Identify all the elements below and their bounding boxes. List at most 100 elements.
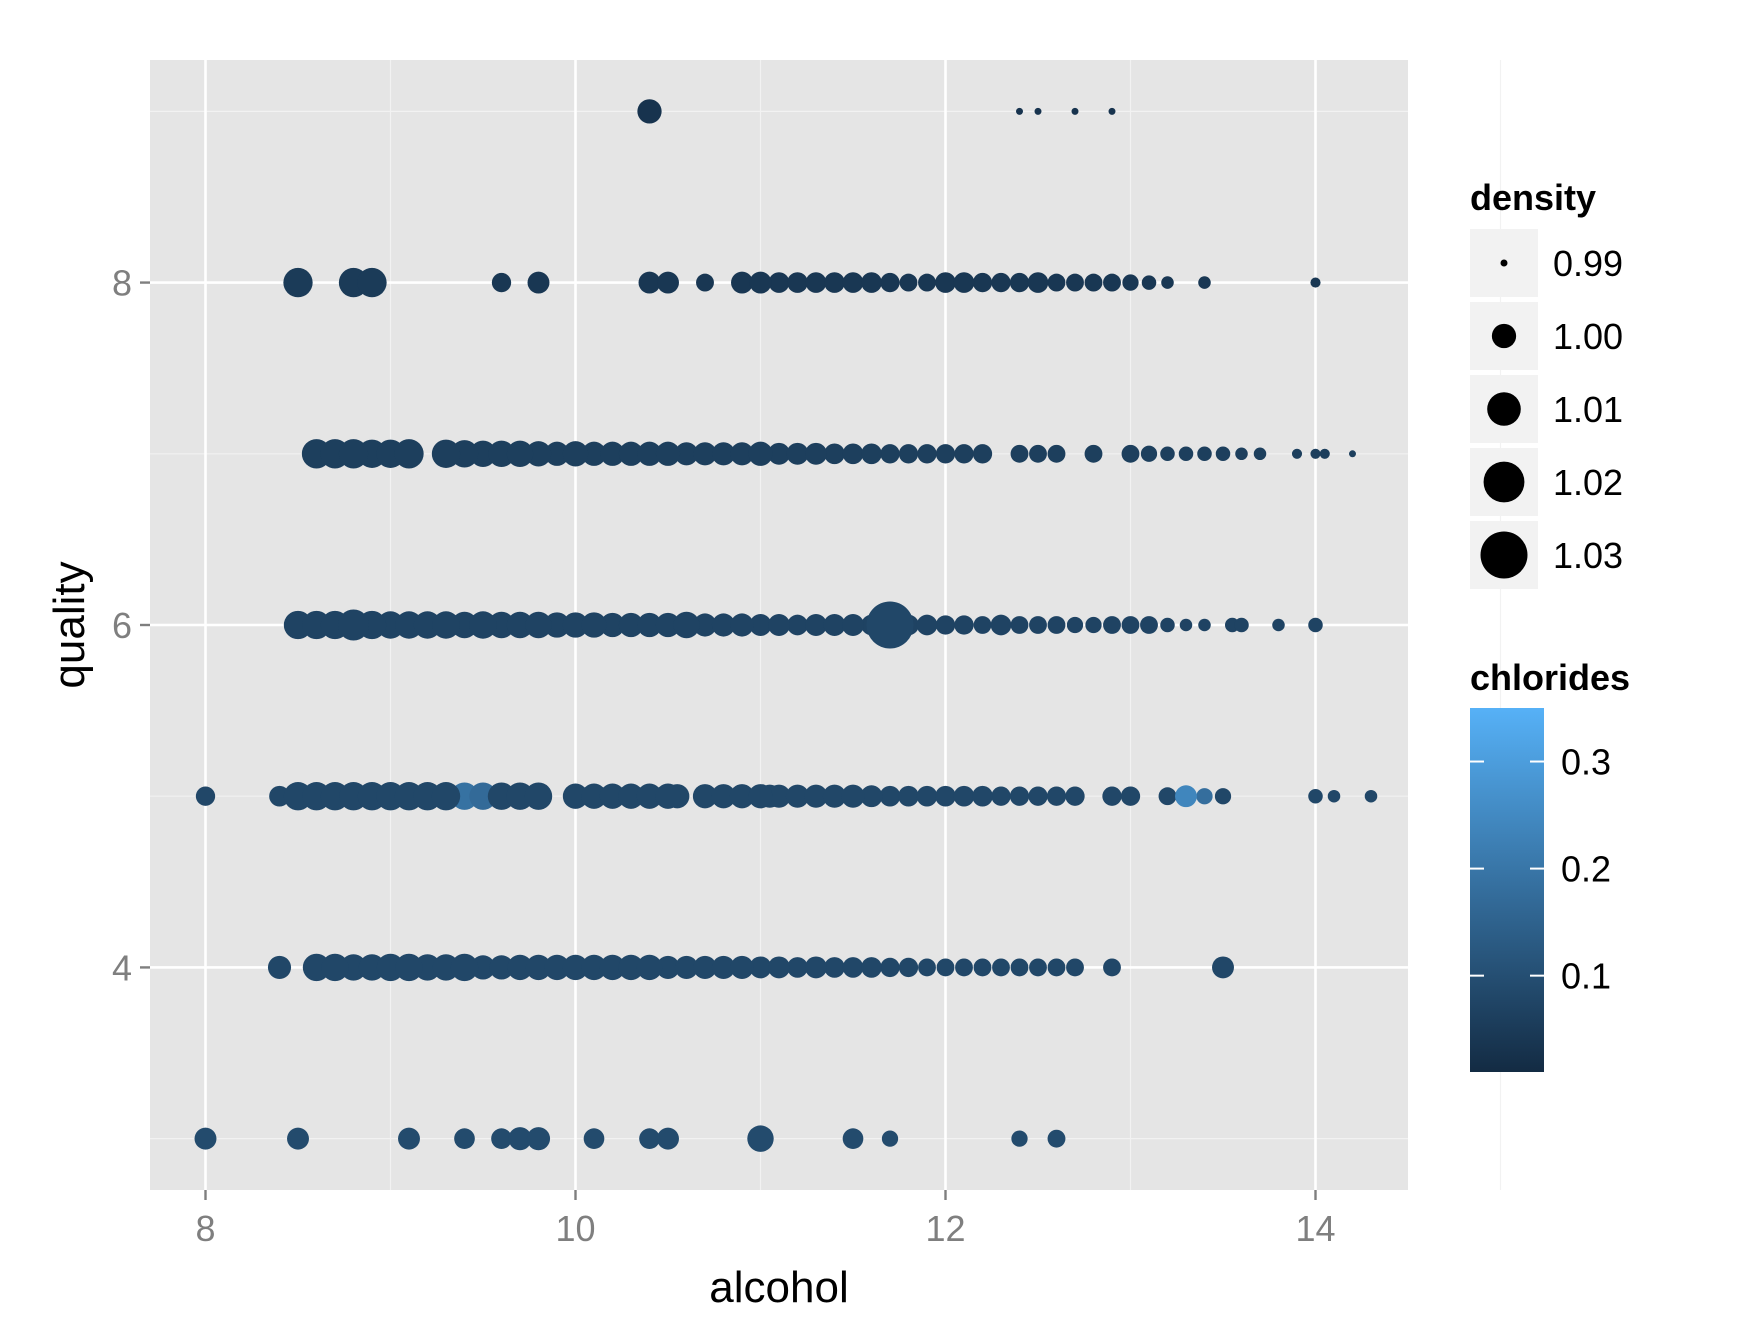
data-point <box>1140 616 1158 634</box>
data-point <box>880 272 900 293</box>
data-point <box>842 614 864 636</box>
data-point <box>1160 446 1175 462</box>
data-point <box>1084 273 1103 292</box>
data-point <box>581 612 607 638</box>
data-point <box>618 954 644 981</box>
data-point <box>1141 275 1157 290</box>
data-point <box>767 784 791 808</box>
data-point <box>1310 448 1321 459</box>
data-point <box>1010 444 1029 463</box>
x-tick-label: 12 <box>925 1208 965 1249</box>
data-point <box>581 783 607 809</box>
data-point <box>450 953 479 982</box>
size-legend-label: 1.03 <box>1553 535 1623 576</box>
data-point <box>730 442 754 466</box>
data-point <box>804 784 828 808</box>
data-point <box>1102 786 1122 806</box>
data-point <box>655 441 681 466</box>
data-point <box>1198 276 1211 289</box>
data-point <box>861 443 882 465</box>
size-legend-dot <box>1491 323 1517 349</box>
data-point <box>730 613 754 637</box>
data-point <box>898 785 919 807</box>
data-point <box>1108 107 1116 115</box>
data-point <box>1308 617 1323 633</box>
color-legend: chlorides 0.1 0.2 0.3 <box>1470 657 1630 1072</box>
x-axis-title: alcohol <box>709 1263 848 1312</box>
data-point <box>673 611 700 639</box>
size-legend-title: density <box>1470 177 1596 218</box>
data-point <box>1065 786 1085 806</box>
data-point <box>747 1125 774 1152</box>
data-point <box>394 439 424 469</box>
data-point <box>1197 446 1212 462</box>
data-point <box>1198 618 1211 632</box>
colorbar-label: 0.3 <box>1561 742 1611 783</box>
data-point <box>1028 786 1048 806</box>
data-point <box>469 611 497 639</box>
data-point <box>283 267 313 298</box>
data-point <box>1161 276 1174 289</box>
data-point <box>749 614 772 636</box>
data-point <box>524 782 553 810</box>
data-point <box>544 441 570 466</box>
data-point <box>881 1130 899 1147</box>
data-point <box>269 785 290 807</box>
data-point <box>581 954 607 981</box>
data-point <box>729 784 755 809</box>
x-tick-label: 8 <box>195 1208 215 1249</box>
data-point <box>1272 618 1285 632</box>
data-point <box>1009 272 1030 293</box>
data-point <box>972 272 993 293</box>
data-point <box>1214 788 1232 805</box>
data-point <box>693 442 717 466</box>
data-point <box>491 272 512 293</box>
data-point <box>1120 786 1141 806</box>
data-point <box>562 783 589 809</box>
data-point <box>618 612 644 638</box>
data-point <box>990 614 1012 636</box>
data-point <box>991 786 1011 806</box>
data-point <box>195 786 216 806</box>
data-point <box>841 784 865 808</box>
data-point <box>432 611 460 639</box>
data-point <box>696 273 714 292</box>
data-point <box>583 1128 605 1149</box>
data-point <box>1175 785 1197 808</box>
data-point <box>525 954 552 981</box>
data-point <box>898 444 919 464</box>
x-axis: 8 10 12 14 <box>195 1190 1336 1249</box>
data-point <box>973 616 992 634</box>
data-point <box>787 614 808 636</box>
x-tick-label: 10 <box>555 1208 595 1249</box>
data-point <box>918 273 936 292</box>
data-point <box>1349 450 1356 458</box>
data-point <box>1071 107 1079 115</box>
data-point <box>527 271 550 294</box>
data-point <box>357 267 387 298</box>
y-tick-label: 4 <box>112 947 132 988</box>
data-point <box>899 273 918 292</box>
data-point <box>917 444 937 464</box>
size-legend-label: 1.02 <box>1553 462 1623 503</box>
data-point <box>525 611 552 639</box>
data-point <box>489 955 514 980</box>
data-point <box>544 954 570 981</box>
data-point <box>1103 616 1121 634</box>
data-point <box>194 1127 217 1150</box>
data-point <box>768 272 790 293</box>
data-point <box>674 442 699 466</box>
data-point <box>506 611 534 639</box>
data-point <box>805 442 827 465</box>
y-axis: 4 6 8 <box>112 263 150 988</box>
data-point <box>655 783 681 809</box>
data-point <box>655 612 681 638</box>
data-point <box>879 785 901 807</box>
data-point <box>805 614 827 636</box>
data-point <box>730 955 754 979</box>
data-point <box>880 444 900 464</box>
data-point <box>1178 446 1194 462</box>
data-point <box>1364 789 1378 803</box>
data-point <box>785 784 810 808</box>
data-point <box>1084 444 1103 463</box>
